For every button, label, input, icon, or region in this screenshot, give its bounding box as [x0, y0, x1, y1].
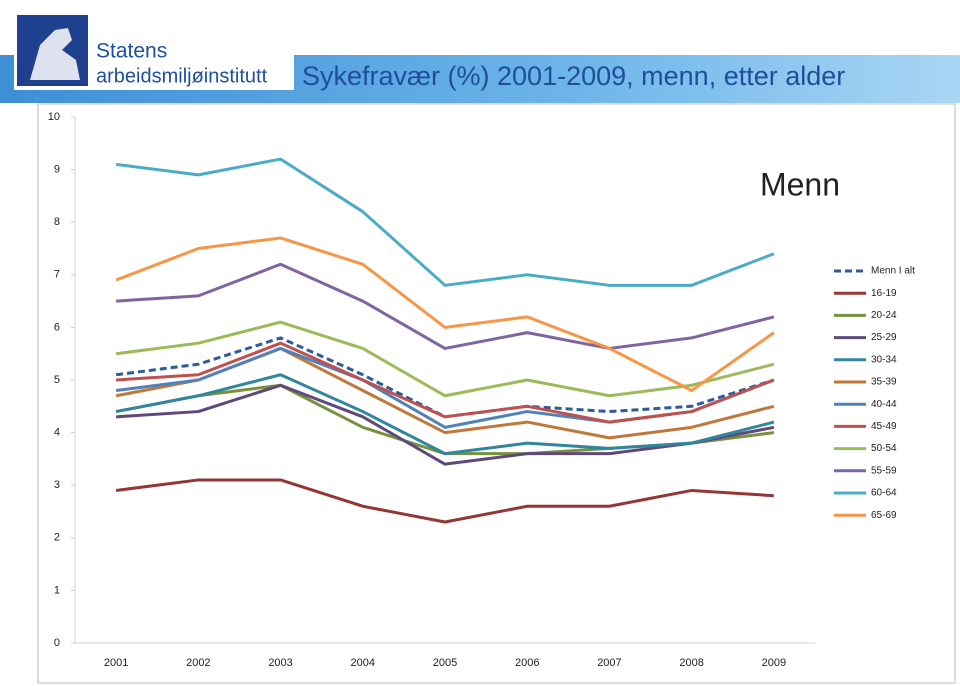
- y-tick-label: 6: [54, 321, 60, 333]
- logo-figure: [30, 28, 80, 80]
- legend-label: 35-39: [871, 377, 897, 388]
- x-tick-label: 2007: [597, 657, 621, 669]
- y-tick-label: 5: [54, 374, 60, 386]
- chart-frame: [37, 103, 956, 684]
- series-line: [115, 320, 775, 398]
- logo-text: arbeidsmiljøinstitutt: [96, 65, 268, 87]
- annotation: Menn: [760, 166, 840, 202]
- logo-text: Statens: [96, 40, 167, 63]
- y-tick-label: 4: [54, 427, 60, 439]
- x-tick-label: 2001: [104, 657, 128, 669]
- series-line: [115, 478, 774, 524]
- series-line: [115, 336, 775, 419]
- legend-label: 20-24: [871, 310, 897, 321]
- x-tick-label: 2006: [515, 657, 539, 669]
- y-tick-label: 8: [54, 216, 60, 228]
- legend-label: 65-69: [871, 510, 897, 521]
- x-tick-label: 2009: [762, 657, 786, 669]
- legend-label: 30-34: [871, 354, 897, 365]
- y-tick-label: 7: [54, 269, 60, 281]
- y-tick-label: 0: [54, 637, 60, 649]
- series-line: [115, 373, 775, 456]
- legend-label: Menn I alt: [871, 266, 915, 277]
- y-tick-label: 2: [54, 532, 60, 544]
- x-tick-label: 2005: [433, 657, 457, 669]
- y-tick-label: 3: [54, 479, 60, 491]
- chart-title: Sykefravær (%) 2001-2009, menn, etter al…: [302, 61, 845, 91]
- legend-label: 25-29: [871, 332, 897, 343]
- legend-label: 16-19: [871, 288, 897, 299]
- series-line: [115, 236, 775, 393]
- x-tick-label: 2002: [186, 657, 210, 669]
- y-tick-label: 10: [48, 111, 60, 123]
- x-tick-label: 2003: [268, 657, 292, 669]
- legend-label: 50-54: [871, 443, 897, 454]
- series-line: [116, 383, 775, 466]
- series-line: [115, 157, 775, 287]
- legend-label: 40-44: [871, 399, 897, 410]
- legend-label: 45-49: [871, 421, 897, 432]
- x-tick-label: 2008: [679, 657, 703, 669]
- series-line: [116, 262, 775, 350]
- series-line: [116, 341, 775, 424]
- legend-label: 55-59: [871, 465, 897, 476]
- y-tick-label: 1: [54, 584, 60, 596]
- x-tick-label: 2004: [351, 657, 375, 669]
- y-tick-label: 9: [54, 164, 60, 176]
- legend-label: 60-64: [871, 488, 897, 499]
